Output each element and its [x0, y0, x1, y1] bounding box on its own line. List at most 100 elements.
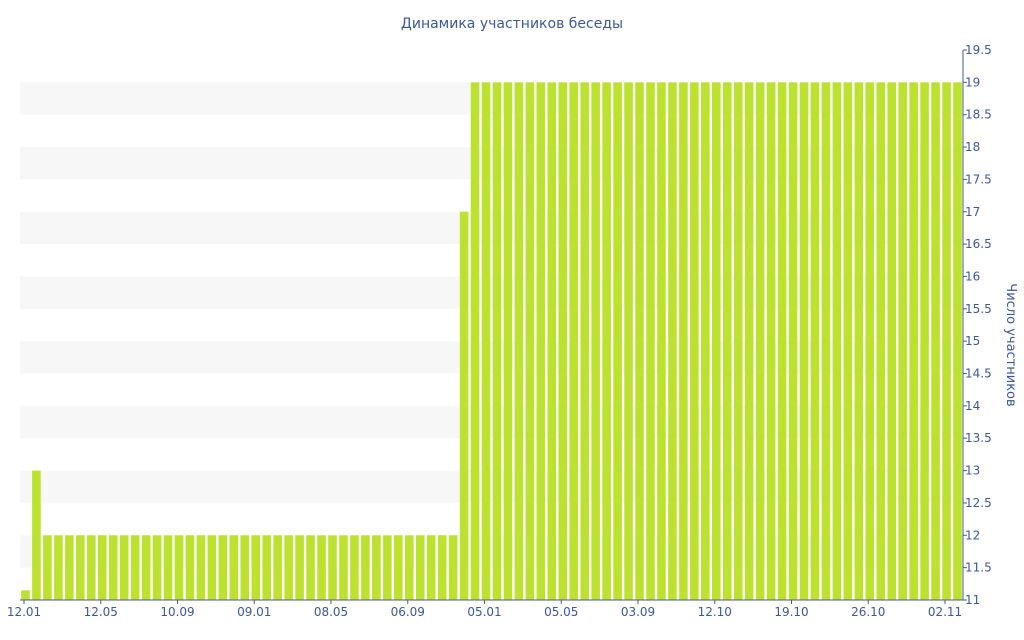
bar [240, 535, 250, 600]
y-tick-label: 12.5 [965, 496, 992, 510]
x-tick-label: 05.05 [544, 605, 578, 619]
y-tick-label: 15.5 [965, 302, 992, 316]
grid-band [20, 405, 963, 439]
bar [591, 82, 600, 600]
bar [733, 82, 743, 600]
y-tick-label: 16 [965, 269, 980, 283]
bar [558, 82, 568, 600]
bar [448, 535, 458, 600]
bar [141, 535, 151, 600]
bar [459, 211, 469, 600]
bars-group [21, 82, 962, 600]
bar [854, 82, 864, 600]
grid-band [20, 82, 963, 115]
bar [163, 535, 173, 600]
bar [284, 535, 293, 600]
bar [372, 535, 381, 600]
bar [832, 82, 842, 600]
bar [251, 535, 261, 600]
y-tick-label: 11 [965, 593, 980, 607]
bar [810, 82, 820, 600]
bar [712, 82, 721, 600]
bar [404, 535, 414, 600]
bar [207, 535, 217, 600]
y-tick-label: 15 [965, 334, 980, 348]
bar [108, 535, 118, 600]
bar [130, 535, 140, 600]
grid-bands [20, 82, 963, 568]
bar [898, 82, 907, 600]
x-tick-label: 06.09 [391, 605, 425, 619]
bar [426, 535, 436, 600]
bar [43, 535, 52, 600]
x-tick-label: 05.01 [467, 605, 501, 619]
bar [876, 82, 886, 600]
bar [394, 535, 403, 600]
bar [788, 82, 798, 600]
x-tick-label: 08.05 [314, 605, 348, 619]
bar [635, 82, 644, 600]
bar [196, 535, 206, 600]
bar [909, 82, 918, 600]
bar [569, 82, 579, 600]
y-tick-label: 14 [965, 399, 980, 413]
grid-band [20, 535, 963, 568]
bar [536, 82, 546, 600]
bar [273, 535, 282, 600]
x-tick-label: 12.05 [84, 605, 118, 619]
bar [174, 535, 184, 600]
x-tick-label: 03.09 [621, 605, 655, 619]
x-tick-label: 10.09 [160, 605, 194, 619]
bar [185, 535, 195, 600]
bar [415, 535, 425, 600]
y-tick-label: 11.5 [965, 561, 992, 575]
y-axis-label: Число участников [1003, 283, 1018, 406]
bar [481, 82, 491, 600]
bar [602, 82, 611, 600]
bar [76, 535, 85, 600]
bar [86, 535, 96, 600]
bar [295, 535, 304, 600]
bar [887, 82, 897, 600]
grid-band [20, 341, 963, 374]
y-axis-ticks: 11 11.5 12 12.5 13 13.5 14 14.5 15 15.5 16 16.5 17 17… [963, 43, 992, 607]
x-tick-label: 12.01 [7, 605, 41, 619]
bar [262, 535, 271, 600]
bar [821, 82, 831, 600]
grid-band [20, 470, 963, 503]
bar [777, 82, 787, 600]
bar [492, 82, 502, 600]
bar [65, 535, 74, 600]
bar [350, 535, 359, 600]
bar [679, 82, 688, 600]
y-tick-label: 18 [965, 140, 980, 154]
grid-band [20, 147, 963, 180]
bar [32, 470, 41, 600]
grid-band [20, 276, 963, 309]
bar [21, 590, 30, 600]
bar [657, 82, 666, 600]
bar [953, 82, 962, 600]
bar [525, 82, 535, 600]
bar [722, 82, 732, 600]
bar [580, 82, 589, 600]
y-tick-label: 13.5 [965, 431, 992, 445]
bar [152, 535, 162, 600]
bar [843, 82, 853, 600]
bar [218, 535, 228, 600]
bar [668, 82, 677, 600]
y-tick-label: 16.5 [965, 237, 992, 251]
bar [339, 535, 348, 600]
x-tick-label: 26.10 [851, 605, 885, 619]
y-tick-label: 18.5 [965, 108, 992, 122]
bar [470, 82, 480, 600]
bar [942, 82, 951, 600]
bar [865, 82, 875, 600]
y-tick-label: 19 [965, 75, 980, 89]
bar [503, 82, 513, 600]
bar [646, 82, 655, 600]
bar [361, 535, 370, 600]
chart-title: Динамика участников беседы [401, 16, 623, 32]
bar [328, 535, 337, 600]
